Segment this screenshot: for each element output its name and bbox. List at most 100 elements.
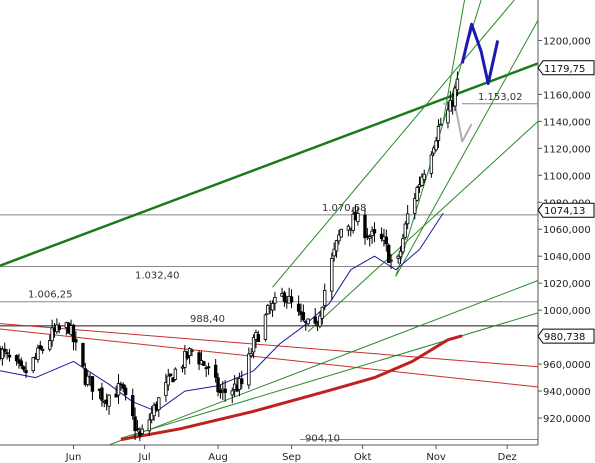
candle <box>85 369 90 387</box>
candle <box>197 350 201 371</box>
candle <box>313 307 317 326</box>
y-tick-label-0: 920,0000 <box>543 414 591 425</box>
candle <box>372 222 377 243</box>
candle <box>403 221 407 240</box>
candle <box>31 357 35 374</box>
candle <box>218 384 223 399</box>
candle <box>173 367 178 381</box>
candle <box>296 295 301 317</box>
candle <box>318 311 322 329</box>
candle <box>384 229 389 252</box>
svg-text:1074,13: 1074,13 <box>544 206 585 217</box>
candle <box>19 357 24 369</box>
candle <box>90 376 95 400</box>
candle <box>334 239 339 258</box>
price-tag-0: 1179,75 <box>537 60 595 76</box>
series-line-1 <box>120 334 463 442</box>
candle <box>40 345 45 354</box>
level-label-0: 1.153,02 <box>478 92 523 103</box>
candle <box>396 254 400 264</box>
candle <box>164 373 168 402</box>
candle <box>204 365 208 377</box>
candle <box>436 119 441 148</box>
y-tick-label-2: 960,0000 <box>543 360 591 371</box>
candle <box>57 322 61 334</box>
candle <box>356 207 360 226</box>
x-tick-label-4: Okt <box>354 452 372 463</box>
candle <box>337 229 341 245</box>
candle <box>187 347 192 365</box>
candle <box>152 402 156 421</box>
y-tick-label-9: 1100,000 <box>543 171 591 182</box>
candle <box>230 387 234 404</box>
trendline-1 <box>108 280 539 446</box>
candle <box>114 385 118 398</box>
trendline-9 <box>0 328 539 388</box>
x-tick-label-3: Sep <box>282 452 301 463</box>
y-tick-label-12: 1160,000 <box>543 90 591 101</box>
x-tick-label-2: Aug <box>208 452 228 463</box>
candle <box>266 303 270 315</box>
x-tick-label-0: Jun <box>65 452 82 463</box>
candle <box>107 394 111 415</box>
candle <box>405 205 410 230</box>
x-tick-label-6: Dez <box>498 452 517 463</box>
trendline-5 <box>395 19 539 277</box>
candle <box>386 243 391 263</box>
candle <box>320 306 325 325</box>
candle <box>50 319 54 347</box>
level-label-4: 988,40 <box>190 314 225 325</box>
candle <box>240 370 244 390</box>
candle <box>251 334 256 359</box>
horizontal-levels: 1.153,02 1.070,68 1.032,40 1.006,25 988,40 90… <box>0 92 538 444</box>
candle <box>183 344 187 375</box>
candle <box>420 173 424 187</box>
y-tick-label-10: 1120,000 <box>543 144 591 155</box>
candle <box>206 362 211 375</box>
candle <box>202 361 206 366</box>
candle <box>157 397 161 418</box>
svg-text:980,738: 980,738 <box>544 332 585 343</box>
level-label-1: 1.070,68 <box>322 203 367 214</box>
candle <box>14 354 19 366</box>
candle <box>389 254 393 269</box>
candle <box>131 388 135 420</box>
candle <box>363 208 367 245</box>
y-tick-label-14: 1200,000 <box>543 36 591 47</box>
y-tick-label-7: 1060,000 <box>543 225 591 236</box>
candle <box>190 348 194 357</box>
candle <box>330 252 334 301</box>
candle <box>5 349 9 360</box>
candle <box>36 344 40 363</box>
candle <box>398 246 403 264</box>
price-tag-2: 980,738 <box>537 328 595 344</box>
trendline-0 <box>0 62 539 267</box>
candle <box>116 374 121 405</box>
trendline-2 <box>120 312 539 439</box>
x-tick-label-1: Jul <box>138 452 151 463</box>
candle <box>368 234 372 247</box>
candle <box>140 424 144 436</box>
date-axis: Jun Jul Aug Sep Okt Nov Dez <box>0 444 538 463</box>
trendline-8 <box>0 323 539 368</box>
candle <box>413 193 417 220</box>
candle <box>446 101 450 129</box>
candle <box>74 331 78 351</box>
candle <box>7 348 12 362</box>
candle <box>401 233 405 255</box>
candle <box>429 151 434 178</box>
candle <box>247 347 251 390</box>
series-line-0 <box>0 212 444 412</box>
candle <box>263 313 268 342</box>
axis-background <box>538 0 595 463</box>
candle <box>216 373 220 397</box>
candle <box>415 185 419 202</box>
candle <box>123 384 128 401</box>
candle <box>81 342 85 369</box>
candle <box>432 145 436 156</box>
candlesticks <box>0 71 460 442</box>
candle <box>249 348 253 358</box>
candle <box>339 228 343 238</box>
